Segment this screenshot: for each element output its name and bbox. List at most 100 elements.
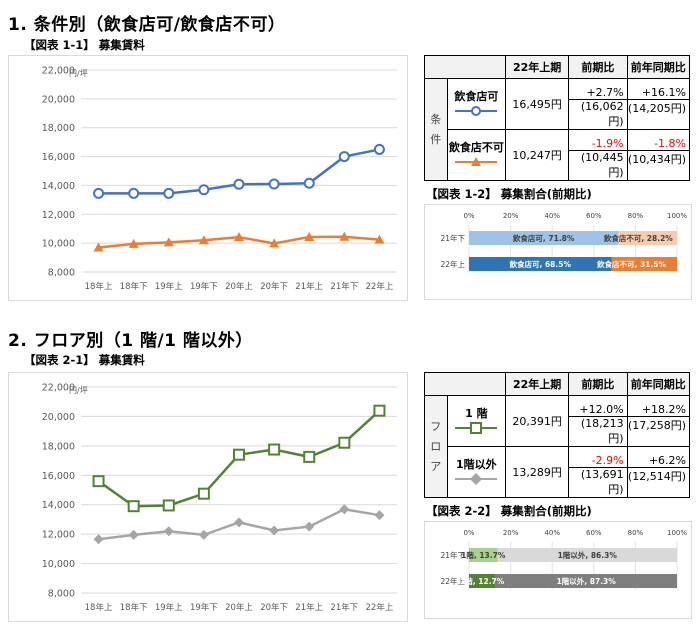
table2-header-current: 22年上期 — [505, 372, 570, 396]
data-point — [233, 178, 245, 190]
x-tick-label: 20% — [503, 212, 519, 220]
fig11-caption: 【図表 1-1】 募集賃料 — [24, 38, 145, 52]
category-label: 22年上 — [440, 576, 465, 586]
x-tick-label: 18年上 — [85, 281, 113, 292]
table1-row1-yoy-pct: +16.1% — [626, 78, 691, 100]
y-tick-label: 22,000 — [42, 66, 75, 77]
legend-square-icon — [455, 421, 498, 434]
data-point — [374, 234, 385, 244]
y-tick-label: 10,000 — [42, 239, 75, 250]
data-point — [128, 529, 139, 540]
fig22-chart: 0% 20% 40% 60% 80% 100% 21年下 22年上 1階, 13.7% 1階以外,… — [440, 529, 687, 590]
y-tick-label: 16,000 — [42, 471, 75, 482]
y-tick-label: 14,000 — [42, 181, 75, 192]
legend-circle-icon — [455, 105, 498, 116]
x-tick-label: 20年下 — [260, 281, 288, 292]
table2-row1-value: 20,391円 — [505, 395, 570, 447]
x-tick-label: 19年上 — [155, 281, 183, 292]
x-tick-label: 19年下 — [190, 602, 218, 613]
data-point — [127, 500, 140, 513]
section2-heading: 2. フロア別（1 階/1 階以外） — [8, 331, 253, 351]
y-tick-label: 12,000 — [42, 210, 75, 221]
legend-triangle-icon — [455, 156, 498, 166]
data-point — [198, 184, 210, 196]
data-point — [234, 517, 244, 528]
table1-row2-value: 10,247円 — [505, 129, 570, 181]
bar-segment — [618, 231, 677, 245]
table2-row1-yoy-pct: +18.2% — [626, 395, 691, 417]
table1-header-current: 22年上期 — [505, 55, 570, 79]
bar-segment — [469, 231, 619, 245]
x-tick-label: 18年上 — [85, 602, 113, 613]
y-tick-label: 20,000 — [42, 94, 75, 105]
data-label: 1階, 12.7% — [460, 576, 505, 586]
y-tick-label: 18,000 — [42, 441, 75, 452]
fig21-caption: 【図表 2-1】 募集賃料 — [24, 353, 145, 367]
y-tick-label: 8,000 — [48, 589, 75, 600]
data-point — [198, 529, 209, 540]
bar-segment — [469, 574, 496, 588]
data-point — [338, 151, 350, 163]
data-point — [303, 450, 316, 463]
table1-row2-prev-pct: -1.9% — [568, 129, 628, 151]
data-point — [373, 143, 385, 155]
data-point — [374, 510, 385, 521]
x-tick-label: 21年下 — [330, 281, 358, 292]
x-tick-label: 18年下 — [120, 602, 148, 613]
data-point — [269, 525, 280, 536]
data-point — [303, 177, 315, 189]
table1-row1-prev-val: (16,062円) — [568, 99, 628, 130]
table2-row2-prev-pct: -2.9% — [568, 446, 628, 468]
data-point — [268, 178, 280, 190]
y-tick-label: 16,000 — [42, 152, 75, 163]
x-tick-label: 19年下 — [190, 281, 218, 292]
table1-header-yoy: 前年同期比 — [626, 55, 691, 79]
x-tick-label: 22年上 — [366, 281, 394, 292]
table1-row1-prev-pct: +2.7% — [568, 78, 628, 100]
data-point — [269, 238, 280, 248]
data-point — [304, 521, 315, 532]
category-label: 21年下 — [440, 233, 465, 243]
bar-segment — [469, 548, 498, 562]
data-point — [373, 404, 386, 417]
data-label: 1階, 13.7% — [461, 550, 506, 560]
bar-segment — [495, 574, 677, 588]
table1-header-prev: 前期比 — [568, 55, 628, 79]
fig12-panel: 0% 20% 40% 60% 80% 100% 21年下 22年上 飲食店可, 71.8% 飲食店… — [424, 204, 692, 300]
data-point — [234, 232, 244, 242]
unit-label: 円/坪 — [69, 69, 88, 78]
table1-row2-label: 飲食店不可 — [446, 129, 507, 181]
data-point — [233, 448, 245, 461]
table2: 22年上期 前期比 前年同期比 フロア 1 階 20,391円 +12.0% +… — [423, 372, 691, 498]
category-label: 22年上 — [440, 259, 465, 269]
table1-side-label: 条件 — [424, 78, 448, 181]
fig11-panel: 8,000 10,000 12,000 14,000 16,000 18,000 20,00… — [8, 55, 408, 301]
data-label: 飲食店不可, 28.2% — [603, 233, 673, 243]
x-tick-label: 40% — [544, 212, 560, 220]
x-tick-label: 60% — [586, 529, 602, 537]
data-label: 飲食店可, 71.8% — [512, 233, 575, 243]
fig12-chart: 0% 20% 40% 60% 80% 100% 21年下 22年上 飲食店可, 71.8% 飲食店… — [440, 212, 687, 273]
y-tick-label: 8,000 — [48, 268, 75, 279]
x-tick-label: 0% — [463, 529, 474, 537]
data-point — [198, 235, 209, 245]
x-tick-label: 21年下 — [330, 602, 358, 613]
category-label: 21年下 — [440, 550, 465, 560]
fig21-chart: 8,000 10,000 12,000 14,000 16,000 18,000 20,00… — [42, 383, 397, 613]
data-point — [128, 187, 140, 199]
fig21-panel: 8,000 10,000 12,000 14,000 16,000 18,000 20,00… — [8, 372, 408, 622]
data-label: 1階以外, 87.3% — [557, 576, 617, 586]
table2-row2-yoy-pct: +6.2% — [626, 446, 691, 468]
table2-side-label: フロア — [424, 395, 448, 498]
x-tick-label: 100% — [667, 529, 687, 537]
x-tick-label: 20年上 — [225, 281, 253, 292]
data-point — [128, 238, 139, 248]
x-tick-label: 80% — [628, 529, 644, 537]
x-tick-label: 22年上 — [366, 602, 394, 613]
fig22-caption: 【図表 2-2】 募集割合(前期比) — [426, 504, 592, 518]
table2-row2-label: 1階以外 — [446, 446, 507, 498]
y-tick-label: 14,000 — [42, 500, 75, 511]
data-label: 飲食店可, 68.5% — [508, 259, 571, 269]
table1: 22年上期 前期比 前年同期比 条件 飲食店可 16,495円 +2.7% +1… — [423, 55, 691, 181]
data-point — [163, 526, 174, 537]
